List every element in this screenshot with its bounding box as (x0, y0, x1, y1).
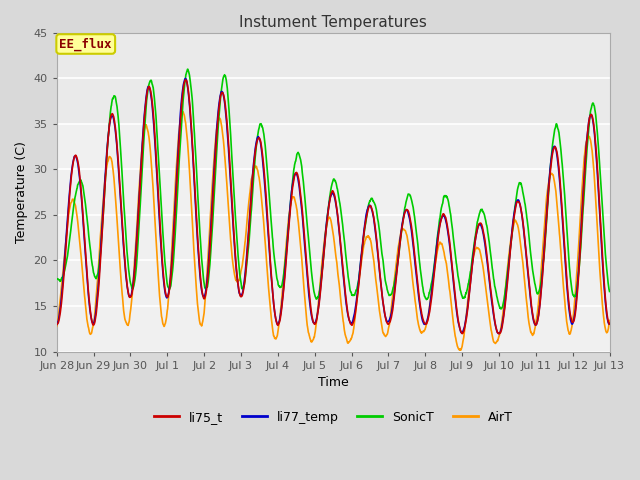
Text: EE_flux: EE_flux (60, 37, 112, 51)
Bar (57, 33, 609, 124)
Legend: li75_t, li77_temp, SonicT, AirT: li75_t, li77_temp, SonicT, AirT (148, 406, 518, 429)
X-axis label: Time: Time (317, 376, 348, 389)
Title: Instument Temperatures: Instument Temperatures (239, 15, 427, 30)
Y-axis label: Temperature (C): Temperature (C) (15, 141, 28, 243)
